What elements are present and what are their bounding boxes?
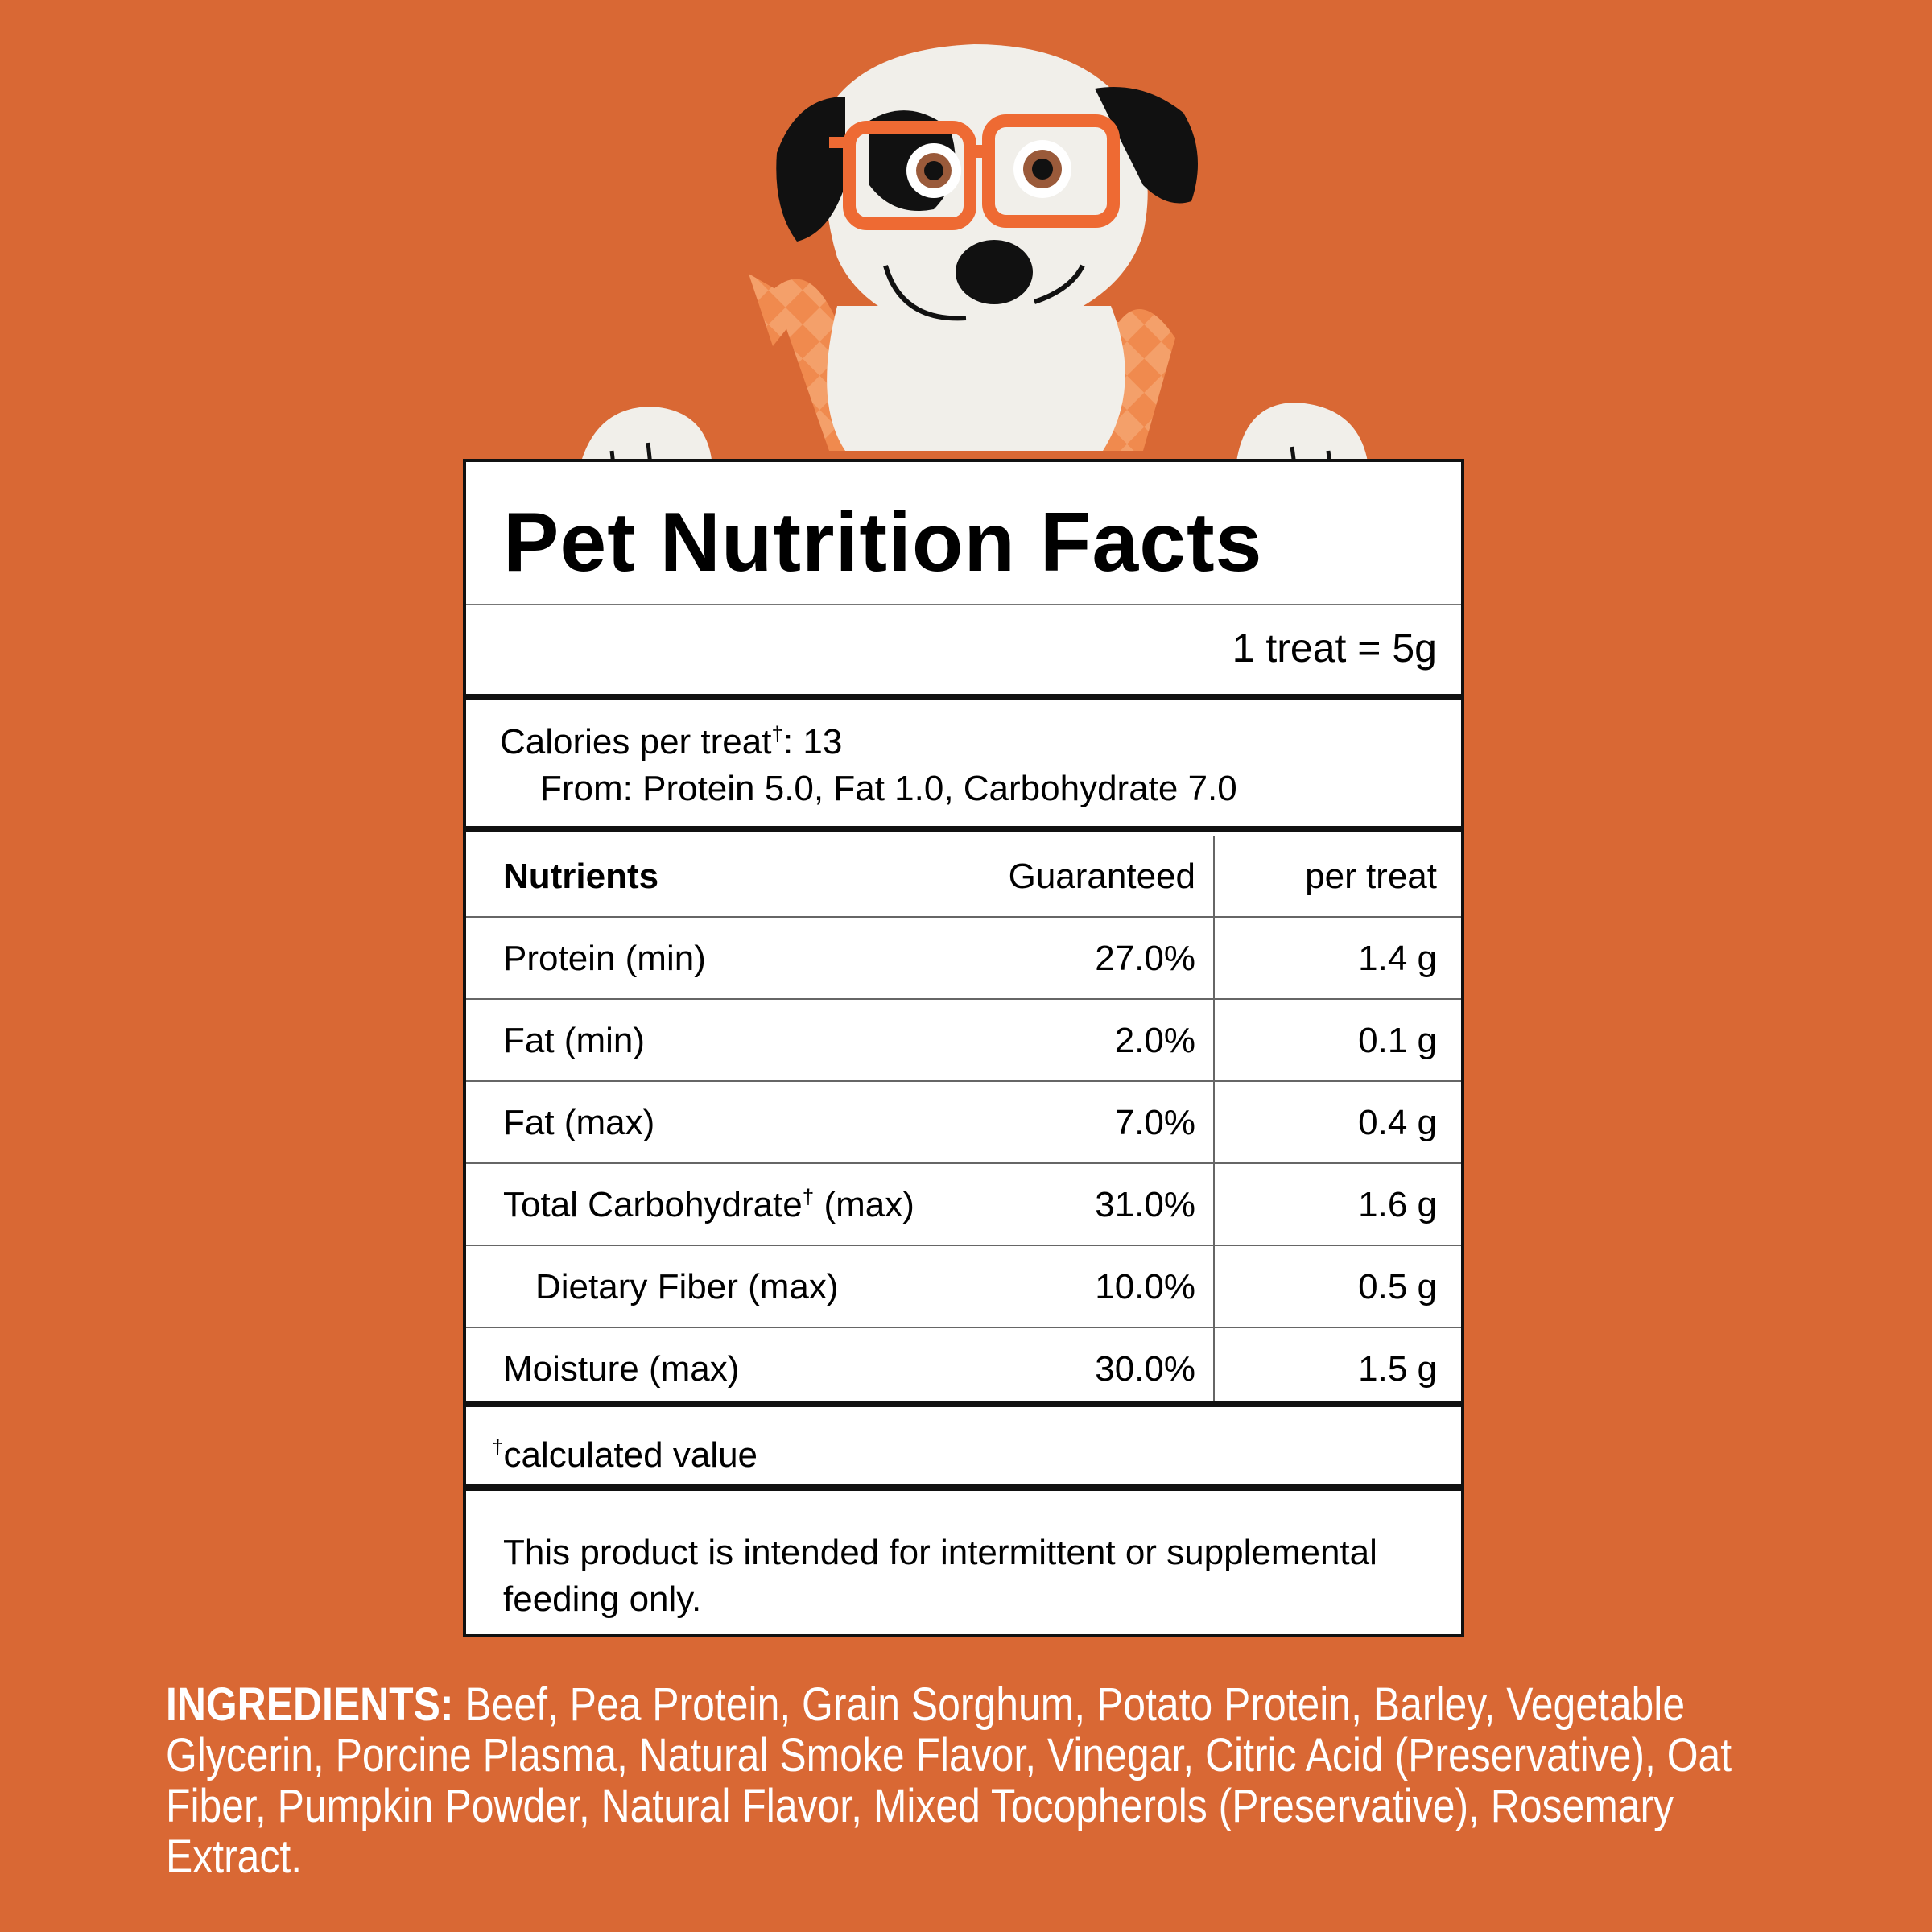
guaranteed-value: 7.0% [1114,1103,1195,1142]
guaranteed-value: 2.0% [1114,1021,1195,1060]
guaranteed-value: 27.0% [1095,939,1195,978]
row-divider [466,1327,1461,1328]
table-row: Protein (min) 27.0% 1.4 g [466,918,1461,1000]
nutrient-name: Protein (min) [503,939,706,978]
guaranteed-value: 10.0% [1095,1267,1195,1307]
per-treat-value: 1.6 g [1358,1185,1437,1224]
table-row: Total Carbohydrate† (max) 31.0% 1.6 g [466,1164,1461,1246]
per-treat-value: 0.4 g [1358,1103,1437,1142]
guaranteed-value: 30.0% [1095,1349,1195,1389]
table-row: Fat (min) 2.0% 0.1 g [466,1000,1461,1082]
table-row: Fat (max) 7.0% 0.4 g [466,1082,1461,1164]
table-header-row: Nutrients Guaranteed per treat [466,836,1461,918]
calories-label: Calories per treat [500,722,772,762]
table-row: Moisture (max) 30.0% 1.5 g [466,1328,1461,1410]
ingredients-list: INGREDIENTS: Beef, Pea Protein, Grain So… [166,1679,1808,1882]
row-divider [466,998,1461,1000]
dagger-mark: † [492,1435,504,1459]
feeding-disclaimer: This product is intended for intermitten… [503,1533,1377,1619]
calories-from: From: Protein 5.0, Fat 1.0, Carbohydrate… [540,769,1237,808]
calories-value: : 13 [782,722,843,762]
guaranteed-value: 31.0% [1095,1185,1195,1224]
nutrient-name: Total Carbohydrate† (max) [503,1184,914,1224]
nutrient-name: Fat (min) [503,1021,645,1060]
per-treat-value: 1.5 g [1358,1349,1437,1389]
nutrient-name-text: Total Carbohydrate [503,1185,803,1224]
serving-size: 1 treat = 5g [1232,625,1437,671]
row-divider [466,1080,1461,1082]
ingredients-label: INGREDIENTS: [166,1678,454,1731]
nutrients-table: Nutrients Guaranteed per treat Protein (… [466,836,1461,1401]
row-divider [466,916,1461,918]
row-divider [466,1245,1461,1246]
row-divider [466,1162,1461,1164]
divider [466,604,1461,605]
dog-mascot-icon [580,44,1368,467]
per-treat-value: 0.5 g [1358,1267,1437,1307]
thick-divider [466,826,1461,832]
nutrient-name: Dietary Fiber (max) [535,1267,839,1307]
nutrient-name: Moisture (max) [503,1349,740,1389]
header-guaranteed: Guaranteed [1008,857,1195,896]
thick-divider [466,1401,1461,1407]
nutrition-facts-panel: Pet Nutrition Facts 1 treat = 5g Calorie… [463,459,1464,1637]
per-treat-value: 1.4 g [1358,939,1437,978]
dagger-mark: † [771,721,783,746]
column-divider [1213,836,1215,1401]
header-nutrients: Nutrients [503,857,659,896]
footnote-text: calculated value [503,1435,758,1475]
per-treat-value: 0.1 g [1358,1021,1437,1060]
panel-title: Pet Nutrition Facts [503,496,1263,589]
thick-divider [466,1484,1461,1491]
footnote: †calculated value [492,1435,758,1475]
nutrient-name: Fat (max) [503,1103,655,1142]
calories-line: Calories per treat†: 13 [500,721,843,762]
ingredients-text: Beef, Pea Protein, Grain Sorghum, Potato… [166,1678,1732,1883]
thick-divider [466,694,1461,700]
dagger-mark: † [802,1184,815,1209]
nutrient-name-suffix: (max) [814,1185,914,1224]
header-per-treat: per treat [1305,857,1437,896]
table-row: Dietary Fiber (max) 10.0% 0.5 g [466,1246,1461,1328]
